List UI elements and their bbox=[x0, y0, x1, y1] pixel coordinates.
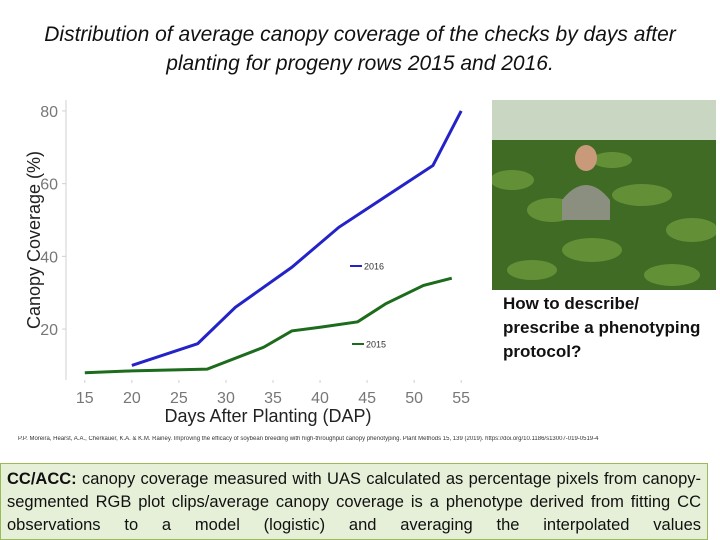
x-tick-label: 55 bbox=[452, 390, 470, 407]
y-axis-label: Canopy Coverage (%) bbox=[24, 151, 44, 329]
note-text: canopy coverage measured with UAS calcul… bbox=[7, 470, 701, 534]
x-tick-label: 50 bbox=[405, 390, 423, 407]
y-tick-label: 80 bbox=[40, 104, 58, 121]
slide-title: Distribution of average canopy coverage … bbox=[44, 23, 676, 75]
y-tick-label: 20 bbox=[40, 322, 58, 339]
x-tick-label: 40 bbox=[311, 390, 329, 407]
note-box: CC/ACC: canopy coverage measured with UA… bbox=[0, 463, 708, 540]
legend-label: 2015 bbox=[366, 340, 386, 350]
x-tick-label: 30 bbox=[217, 390, 235, 407]
chart: 20 40 60 80 15 20 25 30 35 40 45 50 55 Days After Pla… bbox=[24, 100, 470, 426]
y-tick-label: 60 bbox=[40, 177, 58, 194]
series-line bbox=[131, 110, 463, 367]
x-tick-label: 25 bbox=[170, 390, 188, 407]
y-tick-label: 40 bbox=[40, 249, 58, 266]
citation: P.P. Moreira, Hearst, A.A., Cherkauer, K… bbox=[18, 436, 599, 442]
series-line bbox=[84, 276, 453, 375]
x-tick-label: 35 bbox=[264, 390, 282, 407]
question: How to describe/ prescribe a phenotyping… bbox=[503, 294, 701, 361]
x-axis-label: Days After Planting (DAP) bbox=[164, 406, 371, 426]
note-label: CC/ACC: bbox=[7, 470, 77, 488]
x-tick-label: 20 bbox=[123, 390, 141, 407]
x-tick-label: 45 bbox=[358, 390, 376, 407]
x-tick-label: 15 bbox=[76, 390, 94, 407]
photo bbox=[492, 100, 716, 290]
legend-label: 2016 bbox=[364, 262, 384, 272]
